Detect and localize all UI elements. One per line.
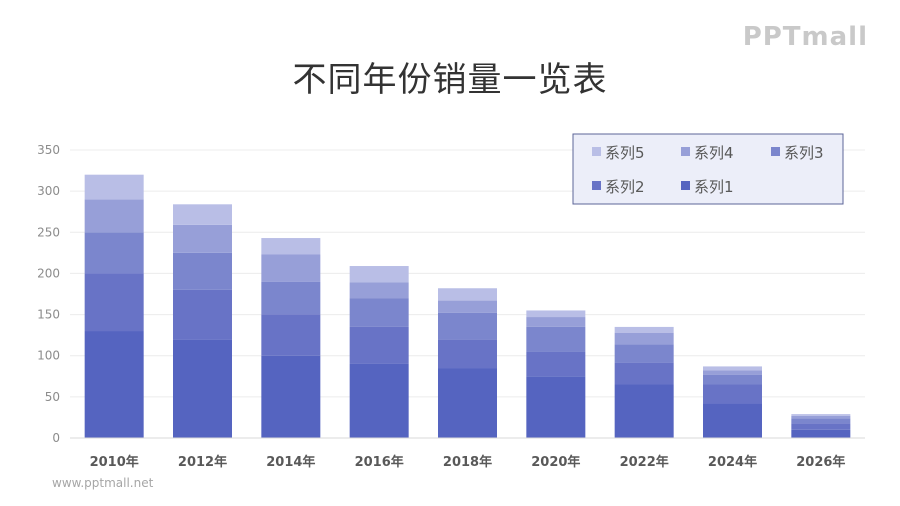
- bar-segment: [791, 423, 851, 430]
- y-axis-ticks: 0 50 100 150 200 250 300 350: [37, 143, 60, 445]
- bar-segment: [349, 282, 409, 299]
- legend-label: 系列5: [605, 144, 645, 162]
- bar-segment: [703, 370, 762, 375]
- bar-segment: [84, 199, 144, 233]
- bar-segment: [84, 331, 144, 438]
- bar-segment: [349, 363, 409, 438]
- bar-segment: [703, 366, 762, 371]
- bar-segment: [703, 384, 762, 404]
- y-tick-label: 100: [37, 349, 60, 363]
- x-tick-label: 2018年: [443, 454, 492, 470]
- bar-segment: [703, 374, 762, 385]
- bar-segment: [614, 344, 674, 363]
- bar-segment: [791, 418, 851, 424]
- bar-segment: [791, 414, 851, 416]
- watermark-url: www.pptmall.net: [52, 476, 154, 490]
- x-tick-label: 2020年: [531, 454, 580, 470]
- bar-segment: [349, 298, 409, 327]
- brand-logo: PPTmall: [742, 22, 868, 52]
- bar-segment: [526, 376, 586, 438]
- x-tick-label: 2016年: [355, 454, 404, 470]
- bar-segment: [791, 429, 851, 438]
- bar-segment: [84, 273, 144, 332]
- bar-segment: [261, 355, 321, 438]
- bar-segment: [349, 326, 409, 364]
- legend-label: 系列2: [605, 178, 645, 196]
- bar-segment: [349, 266, 409, 283]
- x-tick-label: 2012年: [178, 454, 227, 470]
- legend-box: [572, 133, 844, 205]
- x-tick-label: 2022年: [620, 454, 669, 470]
- y-tick-label: 300: [37, 184, 60, 198]
- bar-segment: [526, 326, 586, 352]
- y-tick-label: 200: [37, 266, 60, 280]
- legend-swatch: [592, 181, 601, 190]
- bar-segment: [526, 351, 586, 377]
- x-tick-label: 2014年: [266, 454, 315, 470]
- bar-segment: [261, 281, 321, 315]
- legend-swatch: [681, 181, 690, 190]
- bar-segment: [526, 310, 586, 318]
- bar-segment: [614, 384, 674, 438]
- legend-swatch: [771, 147, 780, 156]
- bar-segment: [173, 339, 232, 438]
- x-tick-label: 2010年: [90, 454, 139, 470]
- y-tick-label: 0: [52, 431, 60, 445]
- bar-segment: [173, 204, 232, 225]
- bar-segment: [261, 314, 321, 356]
- bar-segment: [438, 339, 497, 369]
- bar-segment: [791, 415, 851, 419]
- bars: [84, 174, 851, 438]
- x-axis-labels: 2010年 2012年 2014年 2016年 2018年 2020年 2022年 2024年…: [90, 454, 846, 470]
- y-tick-label: 250: [37, 225, 60, 239]
- bar-segment: [173, 252, 232, 290]
- y-tick-label: 50: [45, 390, 60, 404]
- bar-segment: [614, 362, 674, 385]
- bar-segment: [438, 288, 497, 301]
- bar-segment: [614, 326, 674, 333]
- bar-segment: [438, 312, 497, 340]
- legend: 系列5 系列4 系列3 系列2 系列1: [572, 133, 844, 205]
- legend-label: 系列3: [784, 144, 824, 162]
- bar-segment: [261, 254, 321, 282]
- x-tick-label: 2024年: [708, 454, 757, 470]
- bar-segment: [173, 224, 232, 253]
- legend-swatch: [681, 147, 690, 156]
- x-tick-label: 2026年: [796, 454, 845, 470]
- legend-label: 系列4: [694, 144, 734, 162]
- bar-segment: [84, 232, 144, 274]
- legend-label: 系列1: [694, 178, 734, 196]
- chart-title: 不同年份销量一览表: [292, 60, 608, 100]
- bar-segment: [526, 317, 586, 327]
- y-tick-label: 150: [37, 308, 60, 322]
- bar-segment: [703, 403, 762, 438]
- bar-segment: [261, 238, 321, 255]
- bar-segment: [438, 368, 497, 438]
- bar-segment: [84, 174, 144, 200]
- bar-segment: [614, 332, 674, 345]
- bar-segment: [438, 300, 497, 313]
- legend-swatch: [592, 147, 601, 156]
- bar-segment: [173, 289, 232, 340]
- y-tick-label: 350: [37, 143, 60, 157]
